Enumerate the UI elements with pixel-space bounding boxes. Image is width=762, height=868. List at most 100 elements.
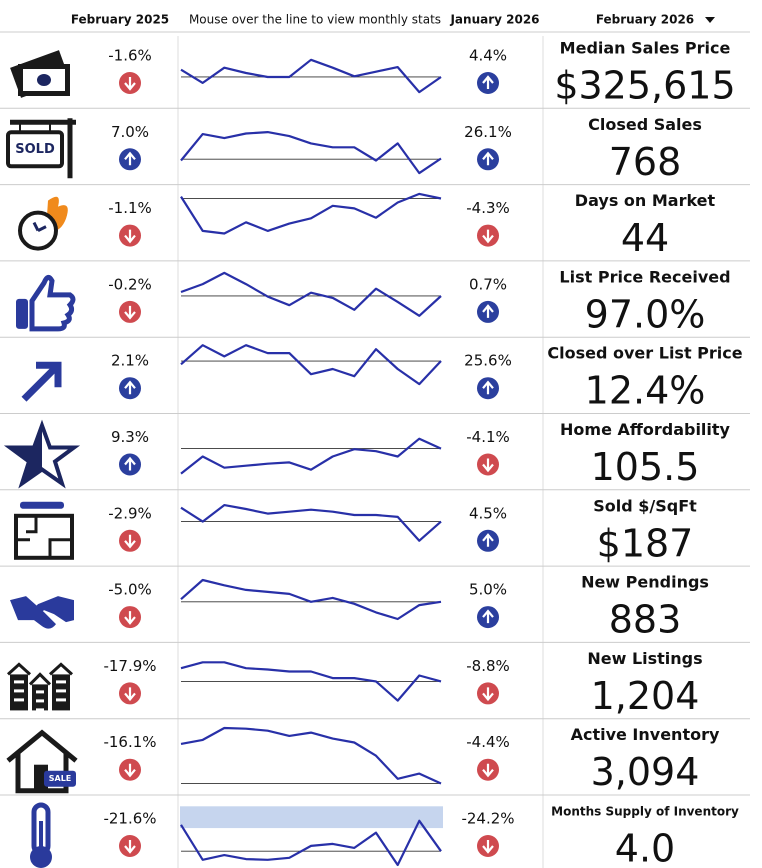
icon	[3, 419, 81, 489]
sparkline-hover[interactable]	[180, 727, 443, 793]
icon-part	[56, 680, 66, 684]
icon-part	[30, 846, 52, 868]
highlight-band	[180, 806, 443, 829]
icon: SOLD	[6, 118, 76, 179]
icon-part	[14, 698, 24, 702]
icon	[10, 596, 74, 629]
metric-title: List Price Received	[559, 267, 730, 286]
icon: SALE	[6, 729, 78, 794]
arrow-glyph	[482, 533, 494, 547]
sparkline-hover[interactable]	[180, 193, 443, 259]
icon-part	[48, 662, 74, 676]
sparkline-hover[interactable]	[180, 345, 443, 411]
change-arrow	[119, 72, 141, 94]
icon-label: SOLD	[15, 142, 55, 157]
mom-change: -4.1%	[466, 428, 510, 446]
icon-part	[20, 501, 64, 509]
metric-value: 1,204	[591, 674, 700, 718]
sparkline	[180, 504, 442, 542]
sparkline-hover[interactable]	[180, 116, 443, 182]
metric-value: 3,094	[591, 750, 700, 794]
metric-value: $187	[597, 521, 694, 565]
icon-part	[14, 513, 74, 560]
icon-part	[16, 298, 28, 329]
change-arrow	[119, 529, 141, 552]
icon	[10, 50, 70, 98]
yoy-change: 9.3%	[111, 428, 149, 446]
arrow-glyph	[124, 151, 136, 166]
icon	[21, 361, 62, 402]
arrow-glyph	[124, 77, 136, 91]
dropdown-caret[interactable]	[705, 17, 715, 23]
metric-title: Closed Sales	[588, 115, 702, 134]
metric-value: 44	[621, 216, 669, 260]
arrow-glyph	[482, 840, 494, 854]
header-current[interactable]: February 2026	[596, 13, 694, 27]
metric-value: $325,615	[554, 64, 735, 108]
yoy-change: -1.6%	[108, 47, 152, 65]
sparkline	[180, 131, 442, 175]
arrow-glyph	[124, 763, 136, 778]
change-arrow	[477, 148, 499, 171]
icon-part	[37, 74, 51, 86]
change-arrow	[119, 300, 141, 323]
change-arrow	[477, 377, 499, 400]
yoy-change: 7.0%	[111, 123, 149, 141]
sparkline-hover[interactable]	[180, 803, 443, 868]
change-arrow	[477, 453, 499, 476]
icon-part	[32, 684, 48, 711]
icon-part	[16, 515, 72, 558]
sparkline-hover[interactable]	[180, 650, 443, 716]
icon-part	[19, 122, 51, 133]
arrow-glyph	[482, 75, 494, 89]
metric-value: 768	[609, 140, 682, 184]
yoy-change: 2.1%	[111, 352, 149, 370]
arrow-glyph	[482, 763, 494, 778]
icon-part	[36, 708, 44, 712]
sparkline-hover[interactable]	[180, 40, 443, 106]
icon-part	[36, 699, 44, 703]
metric-title: New Pendings	[581, 573, 709, 592]
arrow-glyph	[482, 151, 494, 166]
icon-part	[10, 425, 42, 484]
icon-part	[32, 221, 47, 232]
mom-change: 26.1%	[464, 123, 512, 141]
change-arrow	[119, 148, 141, 171]
icon	[6, 662, 74, 712]
sparkline	[180, 192, 442, 235]
arrow-glyph	[124, 305, 136, 320]
arrow-glyph	[124, 687, 136, 702]
metric-value: 105.5	[591, 445, 700, 489]
sparkline	[180, 578, 442, 621]
icon-part	[6, 130, 64, 169]
change-arrow	[119, 682, 141, 705]
metric-value: 883	[609, 598, 682, 642]
mom-change: 5.0%	[469, 581, 507, 599]
arrow-glyph	[124, 840, 136, 854]
yoy-change: -1.1%	[108, 199, 152, 217]
icon-part	[14, 689, 24, 693]
change-arrow	[477, 606, 499, 629]
yoy-change: -16.1%	[103, 733, 156, 751]
change-arrow	[119, 224, 141, 247]
change-arrow	[119, 758, 141, 781]
icon-part	[39, 821, 43, 855]
sparkline	[180, 344, 442, 386]
change-arrow	[119, 606, 141, 629]
sparkline-hover[interactable]	[180, 574, 443, 640]
metric-title: Active Inventory	[571, 725, 720, 744]
icon	[16, 274, 76, 332]
change-arrow	[477, 529, 499, 552]
sparkline-hover[interactable]	[180, 422, 443, 488]
arrow-glyph	[124, 534, 136, 549]
arrow-glyph	[124, 456, 136, 471]
icon-part	[29, 274, 76, 332]
icon	[14, 501, 74, 560]
header-hint: Mouse over the line to view monthly stat…	[189, 13, 441, 27]
sparkline-hover[interactable]	[180, 269, 443, 335]
sparkline-hover[interactable]	[180, 498, 443, 564]
change-arrow	[477, 682, 499, 705]
sparkline	[180, 58, 442, 94]
